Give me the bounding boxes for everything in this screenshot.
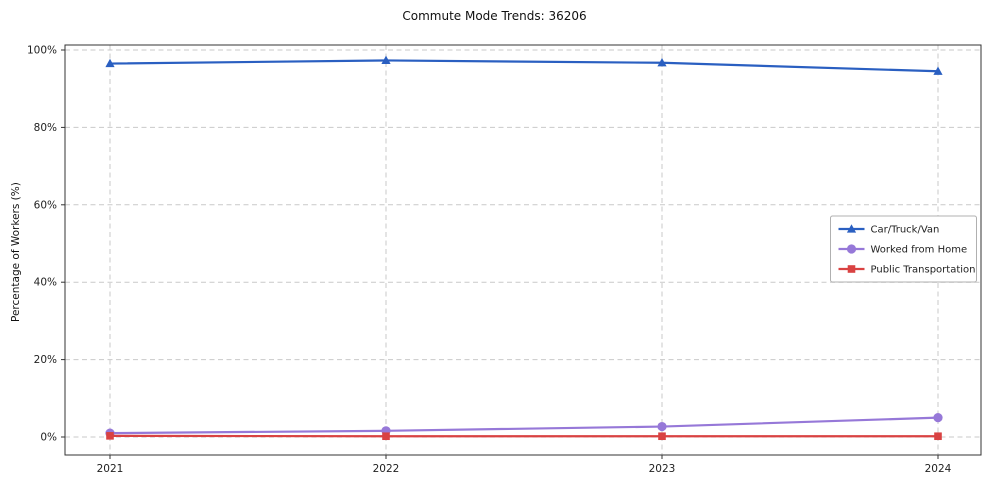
series-line-worked-from-home <box>108 416 940 435</box>
legend-label-public-transportation: Public Transportation <box>871 265 976 276</box>
series-line-car-truck-van <box>108 59 940 73</box>
legend-label-car-truck-van: Car/Truck/Van <box>871 225 940 236</box>
plot-border <box>64 44 982 456</box>
chart-title: Commute Mode Trends: 36206 <box>402 9 587 23</box>
y-tick-label: 100% <box>27 45 57 57</box>
marker-public-transportation <box>382 432 390 441</box>
legend-marker-public-transportation <box>847 265 856 273</box>
marker-worked-from-home <box>933 413 943 423</box>
marker-car-truck-van <box>381 55 391 65</box>
x-tick-label: 2021 <box>97 463 124 475</box>
legend-marker-car-truck-van <box>846 224 857 233</box>
x-tick-label: 2024 <box>925 463 952 475</box>
marker-worked-from-home <box>657 421 667 432</box>
marker-car-truck-van <box>657 57 667 67</box>
legend-label-worked-from-home: Worked from Home <box>871 245 968 256</box>
x-tick-label: 2023 <box>649 463 676 475</box>
legend-box <box>830 215 977 283</box>
marker-public-transportation <box>658 432 666 441</box>
y-tick-label: 20% <box>34 354 57 366</box>
marker-public-transportation <box>106 432 114 440</box>
legend-marker-worked-from-home <box>846 244 857 254</box>
marker-public-transportation <box>934 432 942 441</box>
x-tick-label: 2022 <box>373 463 400 475</box>
y-tick-label: 0% <box>40 432 57 444</box>
y-tick-label: 40% <box>34 277 57 289</box>
marker-car-truck-van <box>933 66 943 75</box>
marker-car-truck-van <box>105 58 115 68</box>
y-tick-label: 80% <box>34 122 57 134</box>
y-tick-label: 60% <box>34 199 57 211</box>
